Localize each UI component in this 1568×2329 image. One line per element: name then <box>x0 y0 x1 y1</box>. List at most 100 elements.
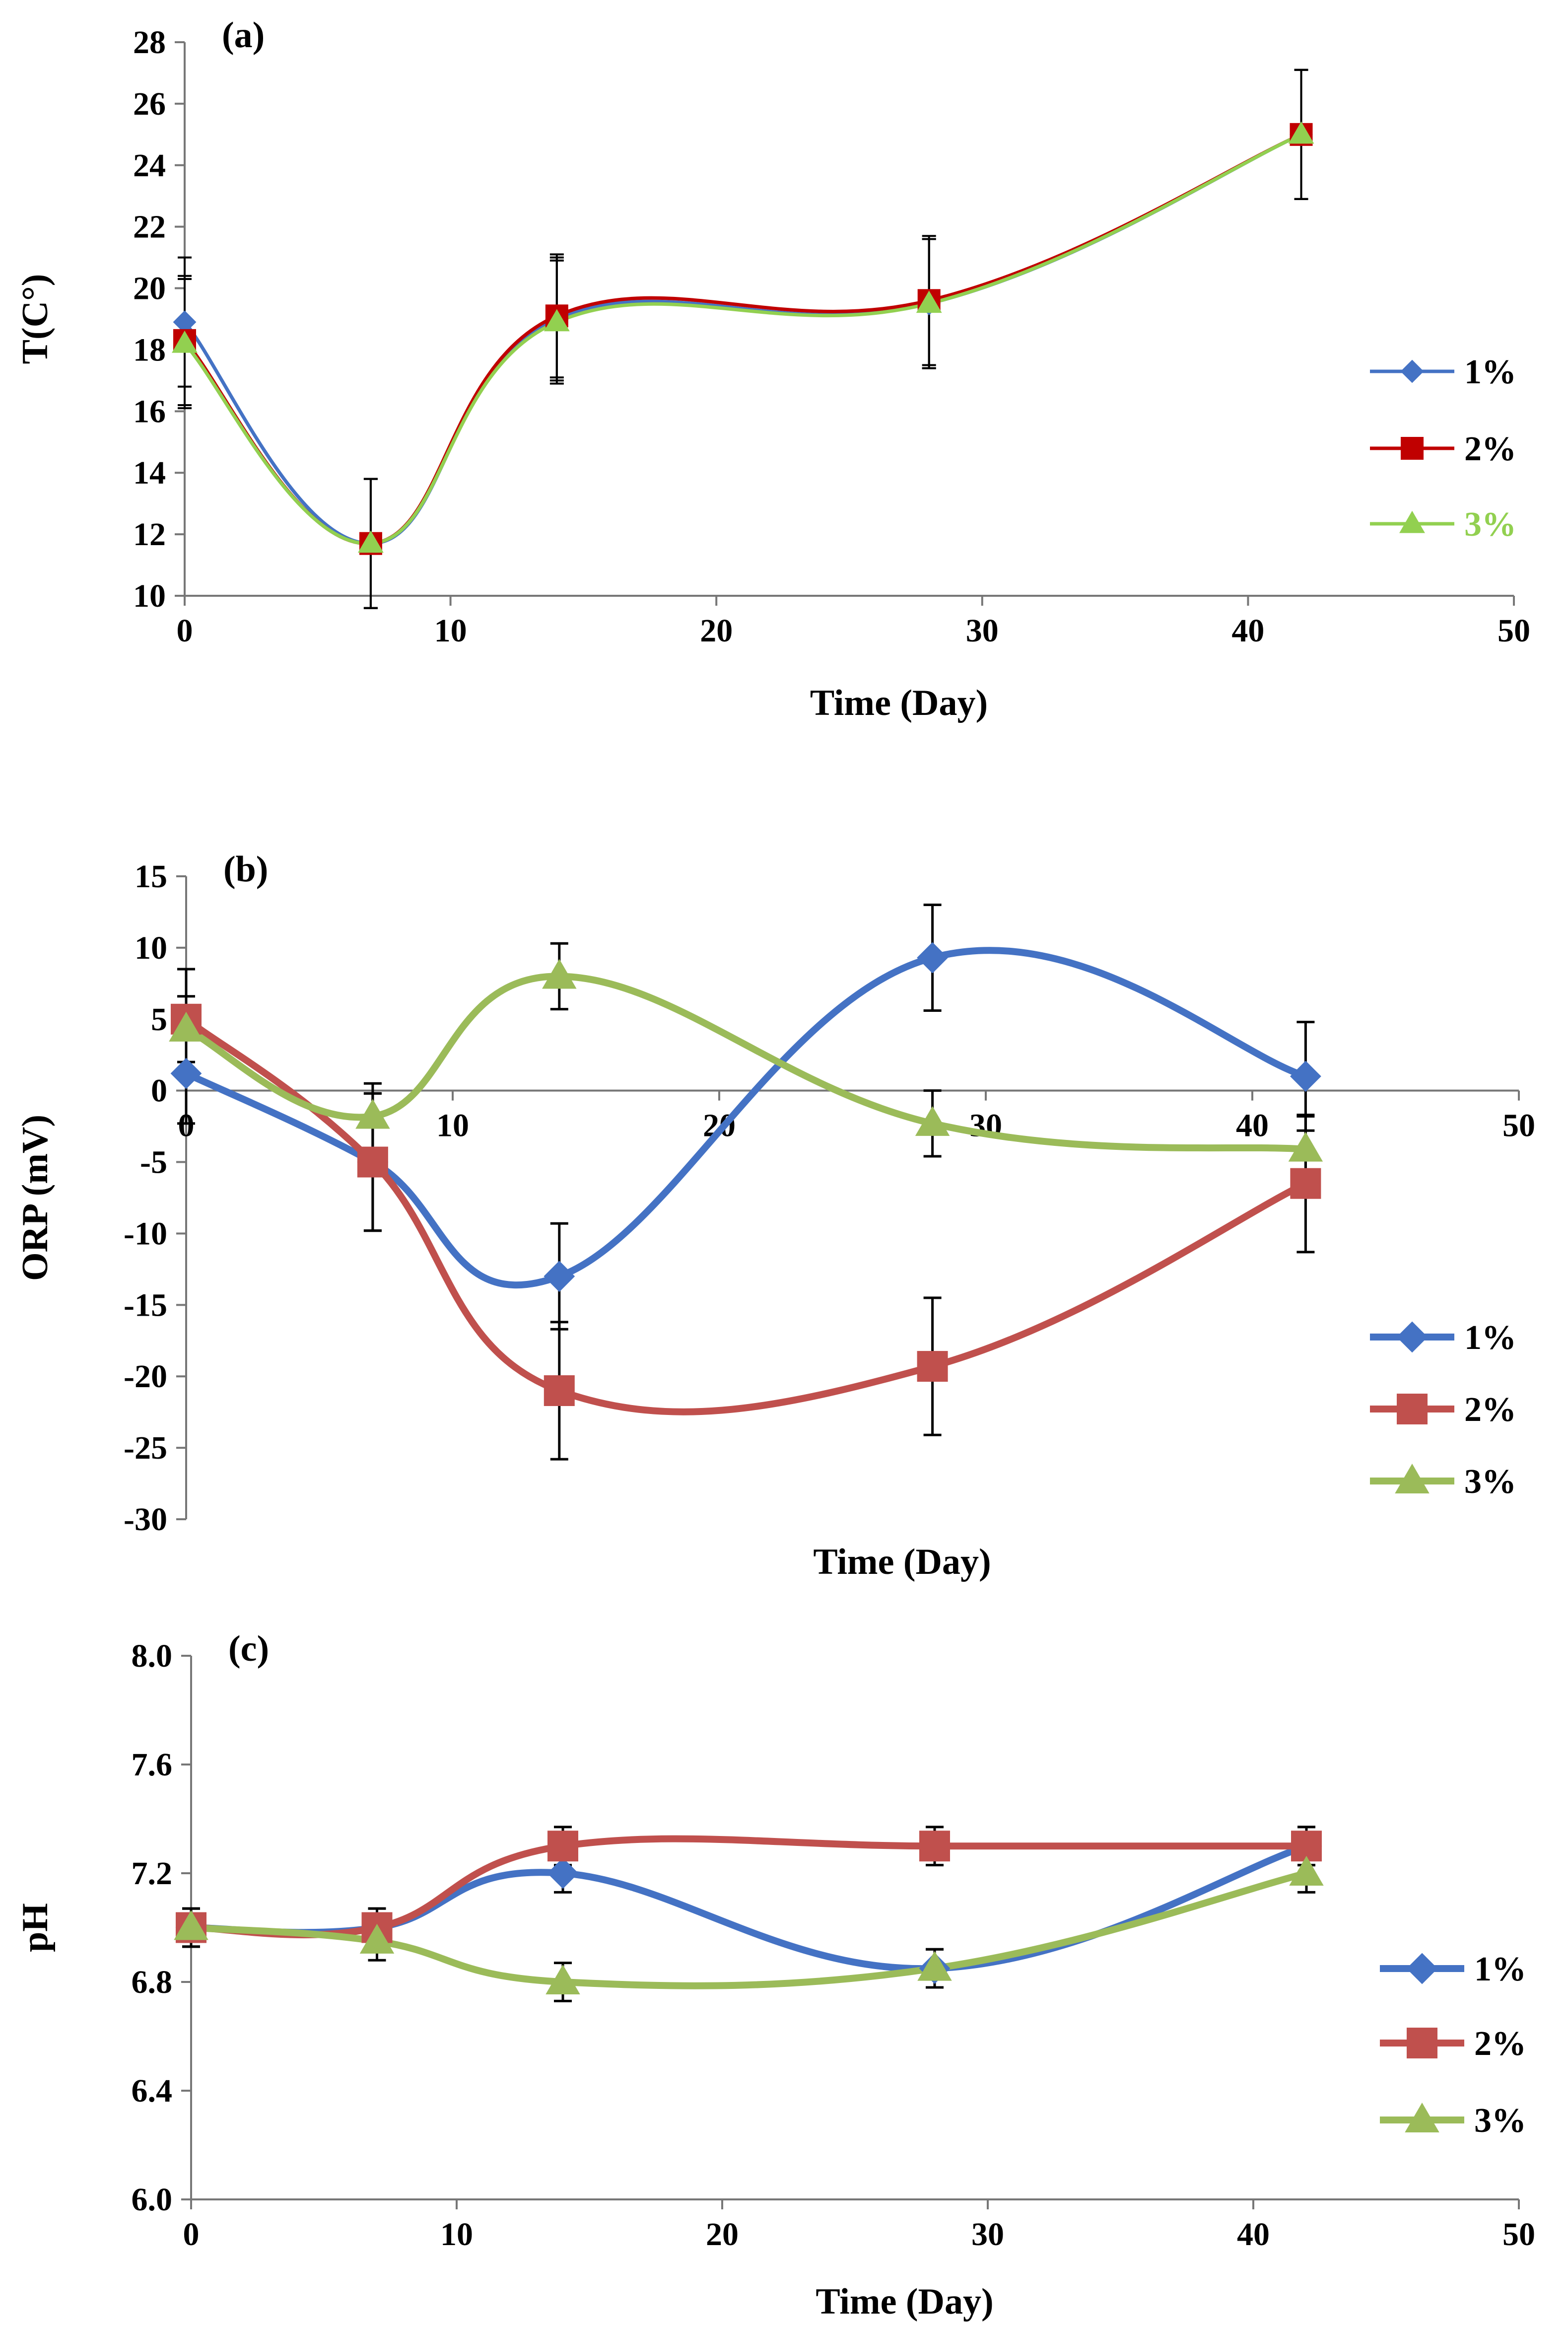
legend: 1% 2% 3% <box>1380 1950 1526 2140</box>
y-tick-label: 15 <box>135 858 167 895</box>
x-axis-title: Time (Day) <box>810 683 988 723</box>
data-point <box>916 290 942 313</box>
data-point <box>544 1261 575 1292</box>
y-tick-label: 22 <box>133 209 166 245</box>
legend: 1% 2% 3% <box>1370 353 1516 544</box>
y-tick-label: 10 <box>133 578 166 614</box>
y-tick-label: 8.0 <box>132 1638 173 1674</box>
chart-panel-a: 10 12 14 16 18 20 22 24 26 28 0 10 20 30 40 50 Time (Day… <box>15 15 1530 723</box>
data-point <box>1288 1131 1323 1162</box>
legend-item: 3% <box>1370 505 1516 544</box>
legend-item: 1% <box>1380 1950 1526 1988</box>
legend-label: 1% <box>1464 353 1516 391</box>
data-point <box>361 1912 393 1943</box>
y-tick-label: 20 <box>133 271 166 307</box>
legend-marker <box>1400 359 1424 383</box>
x-tick-label: 0 <box>177 613 193 649</box>
panel-label: (a) <box>222 15 265 56</box>
y-tick-label: 28 <box>133 24 166 61</box>
y-tick-label: -25 <box>124 1430 167 1466</box>
y-axis-title: T(C°) <box>15 274 56 364</box>
legend-marker <box>1396 1321 1428 1353</box>
legend-marker <box>1395 1464 1430 1493</box>
legend-item: 2% <box>1370 1391 1516 1429</box>
y-tick-label: -30 <box>124 1501 167 1538</box>
series-line <box>184 947 1307 1289</box>
legend-label: 2% <box>1474 2025 1526 2063</box>
legend-marker <box>1406 1953 1438 1984</box>
series-line <box>191 1870 1307 1989</box>
data-point <box>174 1910 208 1940</box>
x-tick-label: 10 <box>440 2216 473 2253</box>
y-tick-label: 0 <box>151 1073 167 1109</box>
data-point <box>915 1106 950 1136</box>
data-point <box>547 1857 579 1889</box>
legend-marker <box>1401 437 1424 460</box>
x-tick-label: 20 <box>700 613 733 649</box>
data-point <box>1290 1168 1321 1199</box>
x-axis-title: Time (Day) <box>813 1542 991 1582</box>
data-point <box>919 1831 950 1862</box>
y-tick-label: 18 <box>133 332 166 368</box>
data-point <box>170 1058 202 1089</box>
data-point <box>357 530 384 553</box>
legend-marker <box>1397 1394 1428 1424</box>
data-point <box>1290 1060 1321 1092</box>
legend-label: 3% <box>1464 505 1516 544</box>
y-tick-label: 16 <box>133 393 166 429</box>
legend-label: 1% <box>1464 1319 1516 1357</box>
y-tick-label: 6.4 <box>132 2073 173 2109</box>
x-tick-label: 10 <box>434 613 467 649</box>
data-point <box>542 959 577 989</box>
series-line <box>183 133 1302 546</box>
y-tick-label: 14 <box>133 455 166 491</box>
chart-panel-c: 6.0 6.4 6.8 7.2 7.6 8.0 0 10 20 30 40 50 Time (Day) p… <box>15 1628 1535 2322</box>
x-tick-label: 50 <box>1502 2216 1535 2253</box>
legend-label: 2% <box>1464 430 1516 468</box>
series-line <box>183 133 1302 546</box>
legend-item: 2% <box>1370 430 1516 468</box>
y-tick-label: 6.8 <box>132 1964 173 2000</box>
x-tick-label: 50 <box>1498 613 1530 649</box>
data-point <box>544 1375 575 1406</box>
y-axis-title: ORP (mV) <box>15 1115 56 1281</box>
x-tick-label: 40 <box>1237 2216 1270 2253</box>
y-tick-label: 5 <box>151 1001 167 1038</box>
data-point <box>359 1923 395 1954</box>
x-tick-label: 0 <box>183 2216 200 2253</box>
data-point <box>172 330 198 353</box>
series-line <box>185 973 1306 1153</box>
y-tick-label: -5 <box>140 1144 167 1181</box>
x-axis-title: Time (Day) <box>816 2281 993 2322</box>
y-tick-label: -15 <box>124 1287 167 1323</box>
legend-item: 1% <box>1370 353 1516 391</box>
data-point <box>547 1831 578 1862</box>
x-tick-label: 20 <box>706 2216 739 2253</box>
series-line <box>183 133 1302 546</box>
data-point <box>545 1965 580 1994</box>
data-point <box>917 1351 948 1382</box>
legend-item: 3% <box>1380 2102 1526 2140</box>
x-tick-label: 40 <box>1236 1108 1269 1144</box>
x-tick-label: 50 <box>1502 1108 1535 1144</box>
data-point <box>169 1011 204 1042</box>
legend-item: 3% <box>1370 1463 1516 1501</box>
panel-label: (b) <box>223 849 268 890</box>
legend-item: 1% <box>1370 1319 1516 1357</box>
legend-marker <box>1399 510 1425 533</box>
x-tick-label: 30 <box>966 613 999 649</box>
y-tick-label: 24 <box>133 147 166 184</box>
y-tick-label: 12 <box>133 516 166 553</box>
y-tick-label: -10 <box>124 1215 167 1252</box>
data-point <box>1288 121 1314 144</box>
legend-label: 1% <box>1474 1950 1526 1988</box>
data-point <box>917 942 949 974</box>
legend: 1% 2% 3% <box>1370 1319 1516 1501</box>
data-point <box>917 1951 952 1981</box>
series-line <box>184 1016 1307 1415</box>
data-point <box>1289 1856 1324 1886</box>
legend-label: 3% <box>1464 1463 1516 1501</box>
panel-label: (c) <box>228 1628 269 1669</box>
